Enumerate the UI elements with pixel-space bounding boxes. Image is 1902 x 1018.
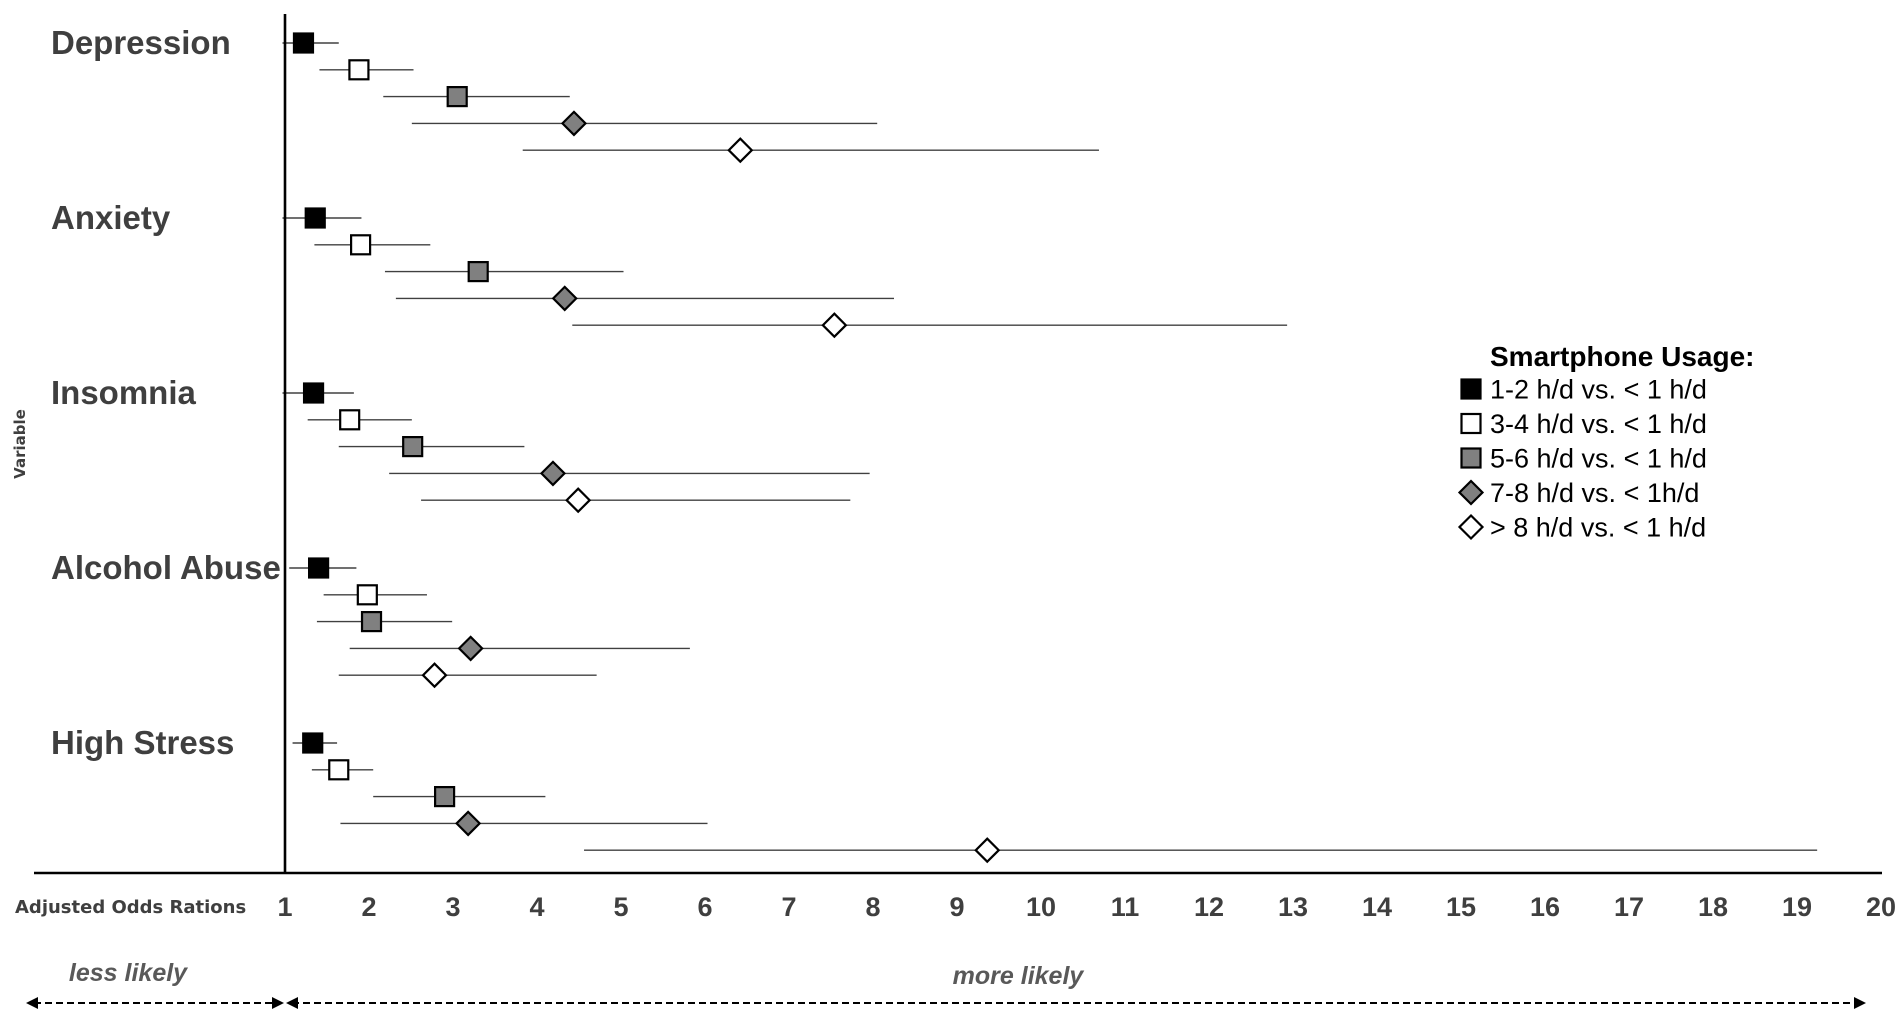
estimate-marker-depression-1 — [292, 32, 315, 54]
y-axis-title: Variable — [11, 409, 29, 479]
x-tick-label-12: 12 — [1194, 892, 1224, 922]
estimate-marker-depression-5 — [727, 137, 754, 164]
x-tick-label-11: 11 — [1111, 892, 1140, 922]
x-tick-label-9: 9 — [949, 892, 964, 922]
estimate-marker-high-stress-4 — [455, 810, 482, 837]
estimate-marker-alcohol-abuse-2 — [356, 584, 378, 606]
legend-marker-5 — [1457, 513, 1485, 541]
x-tick-label-5: 5 — [613, 892, 628, 922]
estimate-marker-anxiety-4 — [551, 285, 578, 312]
estimate-marker-depression-2 — [348, 59, 370, 81]
x-axis-title: Adjusted Odds Rations — [15, 897, 246, 918]
estimate-marker-depression-3 — [446, 85, 468, 108]
x-tick-label-19: 19 — [1782, 892, 1812, 922]
x-tick-label-6: 6 — [697, 892, 712, 922]
legend-label-1: 1-2 h/d vs. < 1 h/d — [1490, 375, 1707, 405]
more-likely-arrow — [286, 997, 1866, 1009]
estimate-marker-anxiety-3 — [467, 261, 489, 283]
legend-title: Smartphone Usage: — [1490, 341, 1755, 372]
group-label-insomnia: Insomnia — [51, 374, 197, 411]
confidence-intervals — [282, 42, 1818, 851]
estimate-marker-insomnia-1 — [302, 382, 325, 404]
x-tick-label-1: 1 — [277, 892, 292, 922]
group-label-depression: Depression — [51, 24, 231, 61]
estimate-marker-high-stress-1 — [302, 732, 324, 754]
estimate-marker-alcohol-abuse-5 — [421, 662, 448, 689]
legend-marker-3 — [1460, 447, 1482, 469]
legend-marker-4 — [1457, 479, 1485, 506]
legend-label-3: 5-6 h/d vs. < 1 h/d — [1490, 444, 1707, 474]
estimate-marker-anxiety-5 — [821, 312, 848, 339]
less-likely-label: less likely — [69, 959, 188, 987]
legend-marker-2 — [1460, 412, 1482, 435]
group-label-high-stress: High Stress — [51, 724, 234, 761]
x-tick-label-20: 20 — [1866, 892, 1896, 922]
x-tick-label-16: 16 — [1530, 892, 1560, 922]
estimate-marker-insomnia-5 — [565, 487, 592, 514]
estimate-marker-insomnia-4 — [539, 460, 567, 487]
estimate-marker-insomnia-3 — [402, 436, 424, 458]
group-label-anxiety: Anxiety — [51, 199, 171, 236]
less-likely-arrow — [26, 997, 284, 1009]
estimate-marker-high-stress-2 — [328, 759, 350, 781]
x-tick-label-2: 2 — [361, 892, 376, 922]
x-tick-label-17: 17 — [1614, 892, 1644, 922]
x-tick-label-3: 3 — [445, 892, 460, 922]
legend-label-5: > 8 h/d vs. < 1 h/d — [1490, 513, 1706, 543]
estimate-marker-alcohol-abuse-3 — [360, 610, 383, 633]
estimate-marker-insomnia-2 — [339, 409, 361, 431]
x-tick-label-7: 7 — [781, 892, 796, 922]
x-tick-label-4: 4 — [529, 892, 544, 922]
estimate-marker-alcohol-abuse-4 — [457, 635, 484, 662]
x-axis-ticks: 1 2 3 4 5 6 7 8 9 10 11 12 13 14 15 16 17 18 19 20 — [277, 892, 1896, 922]
estimate-marker-anxiety-2 — [350, 234, 372, 256]
estimate-marker-depression-4 — [560, 110, 588, 137]
x-tick-label-13: 13 — [1278, 892, 1308, 922]
x-tick-label-15: 15 — [1446, 892, 1476, 922]
group-label-alcohol-abuse: Alcohol Abuse — [51, 549, 281, 586]
x-tick-label-18: 18 — [1698, 892, 1728, 922]
x-tick-label-14: 14 — [1362, 892, 1392, 922]
estimate-marker-high-stress-3 — [434, 785, 456, 808]
estimate-marker-alcohol-abuse-1 — [308, 557, 330, 579]
x-tick-label-8: 8 — [865, 892, 880, 922]
more-likely-label: more likely — [953, 962, 1085, 990]
estimate-marker-high-stress-5 — [974, 837, 1001, 864]
x-tick-label-10: 10 — [1026, 892, 1056, 922]
group-labels: Depression Anxiety Insomnia Alcohol Abuse Hi… — [51, 24, 281, 761]
legend-label-4: 7-8 h/d vs. < 1h/d — [1490, 478, 1699, 508]
legend-marker-1 — [1460, 378, 1482, 400]
legend: Smartphone Usage: 1-2 h/d vs. < 1 h/d 3-4… — [1457, 341, 1755, 543]
point-estimates — [292, 32, 1001, 864]
estimate-marker-anxiety-1 — [304, 207, 326, 229]
legend-label-2: 3-4 h/d vs. < 1 h/d — [1490, 409, 1707, 439]
